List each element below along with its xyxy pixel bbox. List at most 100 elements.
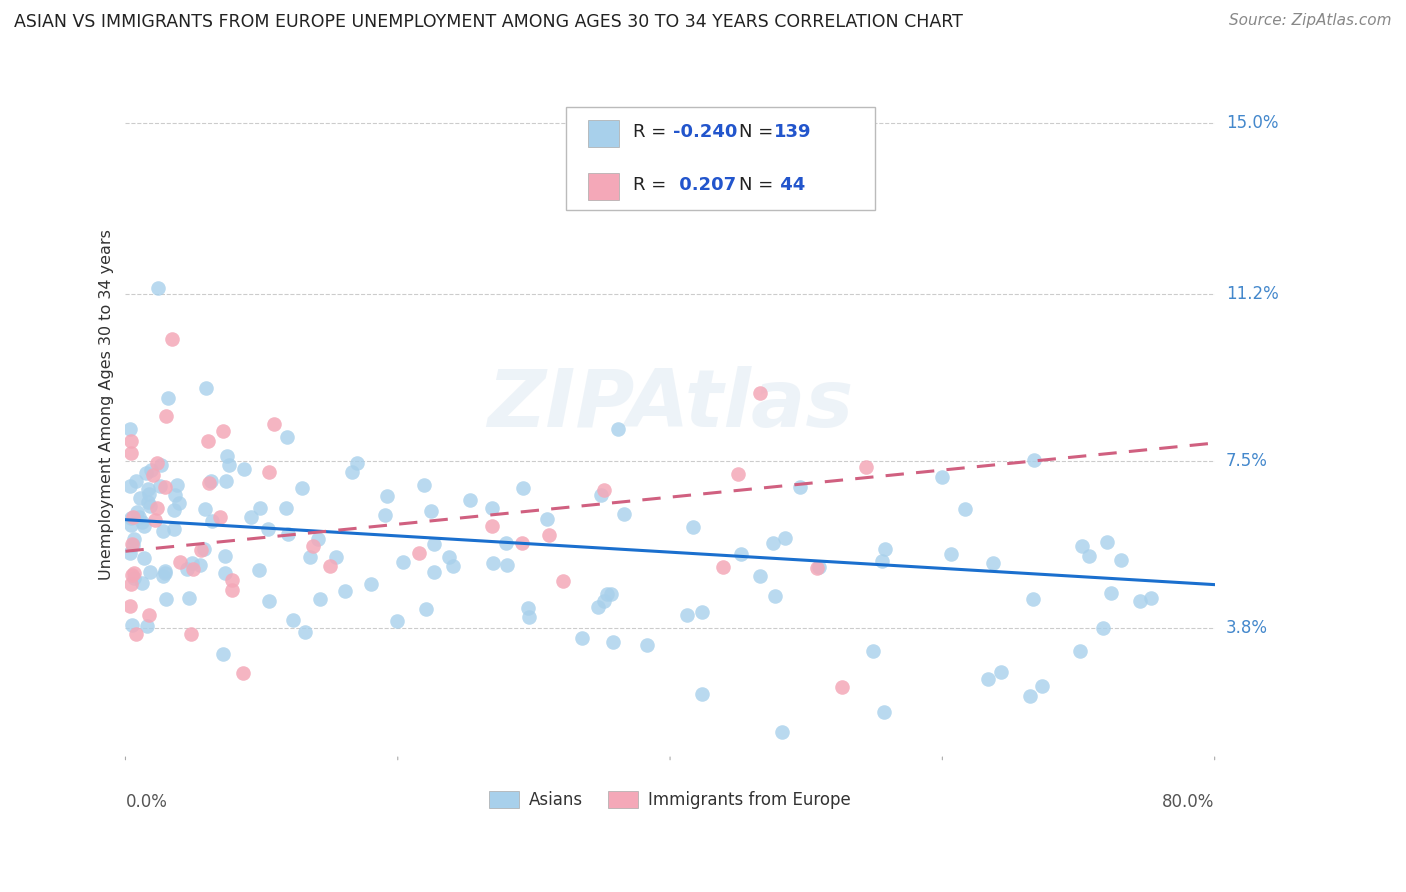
Text: 11.2%: 11.2% (1226, 285, 1278, 303)
Point (118, 599, 141, 613)
Text: ZIPAtlas: ZIPAtlas (486, 366, 853, 443)
Point (763, 589, 786, 603)
Point (165, 488, 187, 502)
Point (138, 499, 160, 513)
Point (276, 500, 298, 515)
Point (221, 573, 243, 587)
Point (592, 483, 614, 497)
Point (124, 474, 146, 488)
Point (132, 551, 155, 566)
Point (773, 531, 796, 545)
Point (360, 577, 382, 591)
Point (571, 631, 593, 645)
Point (131, 576, 153, 591)
Point (298, 550, 321, 565)
Point (256, 522, 278, 536)
Point (592, 594, 614, 608)
Point (291, 481, 314, 495)
Point (941, 547, 963, 561)
Text: N =: N = (740, 123, 779, 141)
Point (138, 487, 160, 501)
Point (748, 386, 770, 401)
Point (496, 558, 519, 572)
Point (121, 618, 143, 632)
Point (682, 520, 704, 534)
Point (209, 509, 232, 524)
Point (1069, 643, 1091, 657)
Point (855, 459, 877, 474)
Point (990, 665, 1012, 680)
Point (197, 434, 219, 449)
Point (149, 479, 172, 493)
Point (153, 566, 176, 580)
Point (121, 510, 143, 524)
Point (277, 527, 299, 541)
Point (128, 491, 150, 505)
Point (180, 626, 202, 640)
Point (162, 502, 184, 516)
Point (232, 666, 254, 681)
Text: 3.8%: 3.8% (1226, 619, 1268, 637)
Point (481, 519, 503, 533)
Point (214, 566, 236, 581)
Point (152, 569, 174, 583)
Point (157, 391, 180, 405)
Point (146, 456, 169, 470)
Point (212, 424, 235, 438)
Point (1097, 535, 1119, 549)
Point (121, 536, 143, 550)
Point (1078, 549, 1101, 563)
Point (770, 724, 793, 739)
Point (214, 549, 236, 563)
Point (517, 610, 540, 624)
Point (150, 458, 173, 472)
Text: 139: 139 (773, 123, 811, 141)
Point (510, 536, 533, 550)
Point (423, 537, 446, 551)
Point (146, 500, 169, 515)
Point (711, 559, 734, 574)
Legend: Asians, Immigrants from Europe: Asians, Immigrants from Europe (482, 784, 858, 816)
Point (870, 554, 893, 568)
Point (749, 569, 772, 583)
Point (1022, 453, 1045, 467)
Point (596, 587, 619, 601)
Point (600, 587, 623, 601)
Text: N =: N = (740, 176, 779, 194)
Point (155, 592, 177, 607)
Point (340, 465, 363, 479)
Point (141, 463, 163, 477)
Point (1019, 690, 1042, 704)
Point (120, 577, 142, 591)
Point (1091, 621, 1114, 635)
Point (125, 627, 148, 641)
Point (458, 493, 481, 508)
Point (217, 449, 239, 463)
Point (1022, 591, 1045, 606)
Point (198, 476, 221, 491)
Point (495, 536, 517, 550)
Point (135, 467, 157, 481)
Point (981, 556, 1004, 570)
Point (136, 619, 159, 633)
Point (193, 541, 215, 556)
Point (195, 381, 218, 395)
Point (120, 517, 142, 532)
Point (249, 501, 271, 516)
Point (257, 594, 280, 608)
Point (415, 602, 437, 616)
Text: R =: R = (633, 123, 672, 141)
Point (789, 480, 811, 494)
Point (153, 480, 176, 494)
Point (1109, 553, 1132, 567)
Point (301, 539, 323, 553)
Point (218, 458, 240, 472)
Text: -0.240: -0.240 (673, 123, 737, 141)
Point (121, 538, 143, 552)
Point (375, 490, 398, 504)
Point (690, 687, 713, 701)
Point (1140, 591, 1163, 606)
Point (553, 574, 575, 588)
Point (762, 536, 785, 550)
Text: Source: ZipAtlas.com: Source: ZipAtlas.com (1229, 13, 1392, 29)
